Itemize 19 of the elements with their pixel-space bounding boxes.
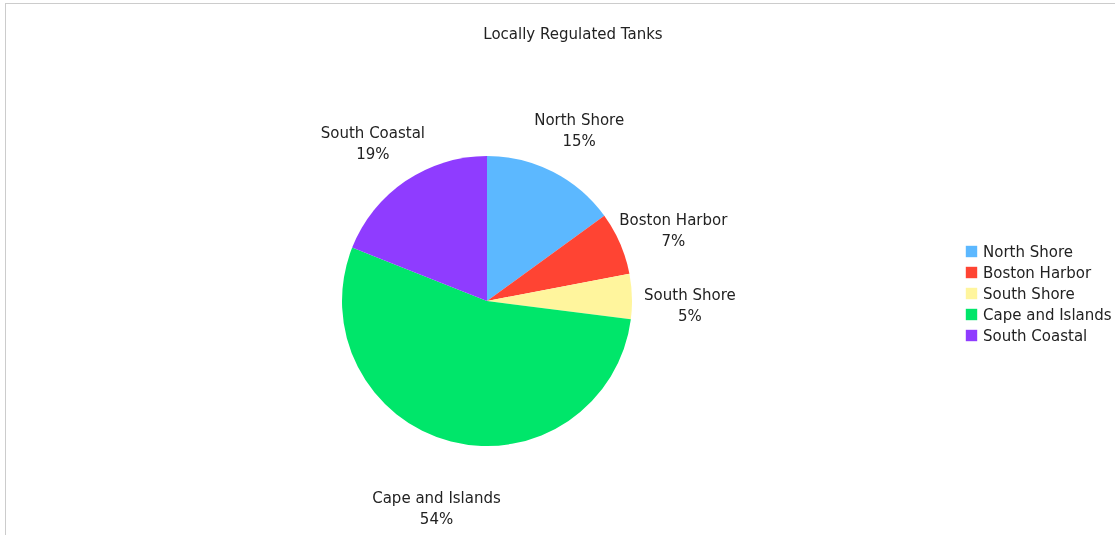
legend-label: Boston Harbor <box>983 263 1092 282</box>
data-label: 19% <box>356 145 390 164</box>
chart-title: Locally Regulated Tanks <box>483 25 663 43</box>
pie-slice <box>342 247 631 446</box>
slice-label: Cape and Islands <box>372 488 501 507</box>
pie-slice <box>487 156 605 301</box>
data-label: 5% <box>678 306 702 325</box>
slice-label: Boston Harbor <box>619 211 729 230</box>
slice-label: South Coastal <box>320 124 426 143</box>
data-label: 7% <box>661 232 686 251</box>
legend-label: South Coastal <box>983 326 1088 345</box>
legend-label: South Shore <box>983 284 1075 303</box>
legend-label: North Shore <box>983 242 1073 261</box>
slice-label: South Shore <box>644 285 736 304</box>
pie-slice <box>487 273 632 320</box>
data-label: 54% <box>419 509 454 528</box>
legend-label: Cape and Islands <box>983 305 1112 324</box>
slice-label: North Shore <box>534 111 625 130</box>
data-label: 15% <box>562 132 596 151</box>
